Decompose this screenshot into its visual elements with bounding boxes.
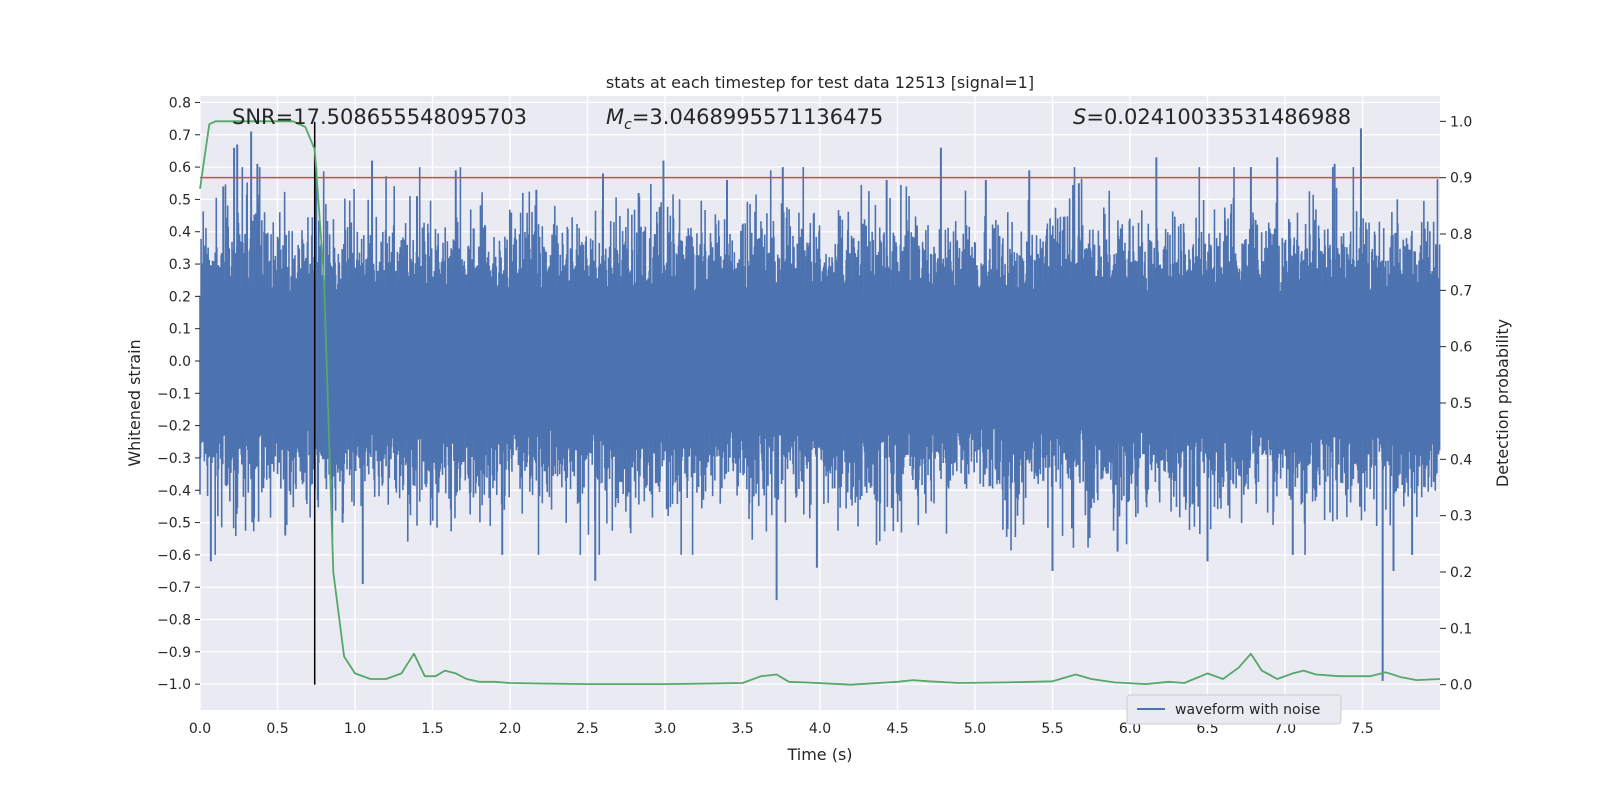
snr-annotation: SNR=17.508655548095703 — [232, 105, 527, 129]
right-y-tick-label: 0.6 — [1450, 340, 1472, 356]
waveform-noise-trace — [199, 167, 1441, 555]
left-y-tick-label: −0.2 — [157, 419, 191, 435]
x-tick-label: 7.5 — [1351, 721, 1373, 737]
x-tick-label: 0.0 — [189, 721, 211, 737]
left-y-tick-label: 0.6 — [169, 160, 191, 176]
left-y-tick-label: −0.8 — [157, 613, 191, 629]
legend-box — [1126, 694, 1342, 725]
left-y-axis-label: Whitened strain — [125, 339, 144, 466]
left-y-tick-label: −0.5 — [157, 516, 191, 532]
x-tick-label: 3.0 — [654, 721, 676, 737]
x-tick-label: 0.5 — [266, 721, 288, 737]
chirp-mass-symbol: M — [606, 105, 624, 129]
x-tick-label: 5.5 — [1041, 721, 1063, 737]
left-y-tick-label: 0.1 — [169, 322, 191, 338]
left-y-tick-label: −0.9 — [157, 645, 191, 661]
x-axis-label: Time (s) — [786, 745, 852, 764]
s-value: =0.02410033531486988 — [1086, 105, 1351, 129]
left-y-tick-label: 0.5 — [169, 192, 191, 208]
left-y-tick-label: −0.3 — [157, 451, 191, 467]
left-y-tick-label: −0.4 — [157, 483, 191, 499]
right-y-tick-label: 0.0 — [1450, 678, 1472, 694]
x-tick-label: 1.0 — [344, 721, 366, 737]
x-tick-label: 7.0 — [1274, 721, 1296, 737]
left-y-tick-label: −0.7 — [157, 580, 191, 596]
s-symbol: S — [1073, 105, 1086, 129]
right-y-tick-label: 1.0 — [1450, 114, 1472, 130]
right-y-tick-label: 0.7 — [1450, 283, 1472, 299]
right-y-tick-label: 0.4 — [1450, 452, 1472, 468]
left-y-tick-label: 0.7 — [169, 128, 191, 144]
left-y-tick-label: −1.0 — [157, 677, 191, 693]
x-tick-label: 6.5 — [1196, 721, 1218, 737]
x-tick-label: 2.5 — [576, 721, 598, 737]
left-y-axis-ticks: 0.8 0.7 0.6 0.5 0.4 0.3 0.2 0.1 0.0 −0.1 −0.2 −0.3 −… — [157, 95, 200, 693]
right-y-axis-ticks: 1.0 0.9 0.8 0.7 0.6 0.5 0.4 0.3 0.2 0.1 0.0 — [1440, 114, 1472, 694]
left-y-tick-label: 0.4 — [169, 225, 191, 241]
right-y-tick-label: 0.9 — [1450, 171, 1472, 187]
right-y-tick-label: 0.5 — [1450, 396, 1472, 412]
x-tick-label: 5.0 — [964, 721, 986, 737]
right-y-axis-label: Detection probability — [1493, 319, 1512, 487]
chirp-mass-annotation: Mc=3.0468995571136475 — [606, 105, 883, 133]
x-tick-label: 4.0 — [809, 721, 831, 737]
x-tick-label: 6.0 — [1119, 721, 1141, 737]
left-y-tick-label: 0.8 — [169, 95, 191, 111]
right-y-tick-label: 0.3 — [1450, 509, 1472, 525]
x-tick-label: 3.5 — [731, 721, 753, 737]
left-y-tick-label: 0.2 — [169, 289, 191, 305]
left-y-tick-label: 0.3 — [169, 257, 191, 273]
right-y-tick-label: 0.1 — [1450, 621, 1472, 637]
left-y-tick-label: 0.0 — [169, 354, 191, 370]
right-y-tick-label: 0.8 — [1450, 227, 1472, 243]
x-axis-ticks: 0.0 0.5 1.0 1.5 2.0 2.5 3.0 3.5 4.0 4.5 5.0 5.5 6.0 6… — [189, 721, 1374, 737]
waveform-with-noise-series — [199, 128, 1441, 681]
chirp-mass-subscript: c — [624, 117, 632, 133]
legend-label-waveform: waveform with noise — [1175, 702, 1320, 718]
s-annotation: S=0.02410033531486988 — [1073, 105, 1351, 129]
chart-title: stats at each timestep for test data 125… — [606, 73, 1034, 92]
x-tick-label: 2.0 — [499, 721, 521, 737]
left-y-tick-label: −0.6 — [157, 548, 191, 564]
x-tick-label: 4.5 — [886, 721, 908, 737]
legend: waveform with noise — [1126, 694, 1342, 725]
left-y-tick-label: −0.1 — [157, 386, 191, 402]
detection-probability-series — [199, 120, 1441, 686]
chirp-mass-value: =3.0468995571136475 — [632, 105, 883, 129]
x-tick-label: 1.5 — [421, 721, 443, 737]
right-y-tick-label: 0.2 — [1450, 565, 1472, 581]
